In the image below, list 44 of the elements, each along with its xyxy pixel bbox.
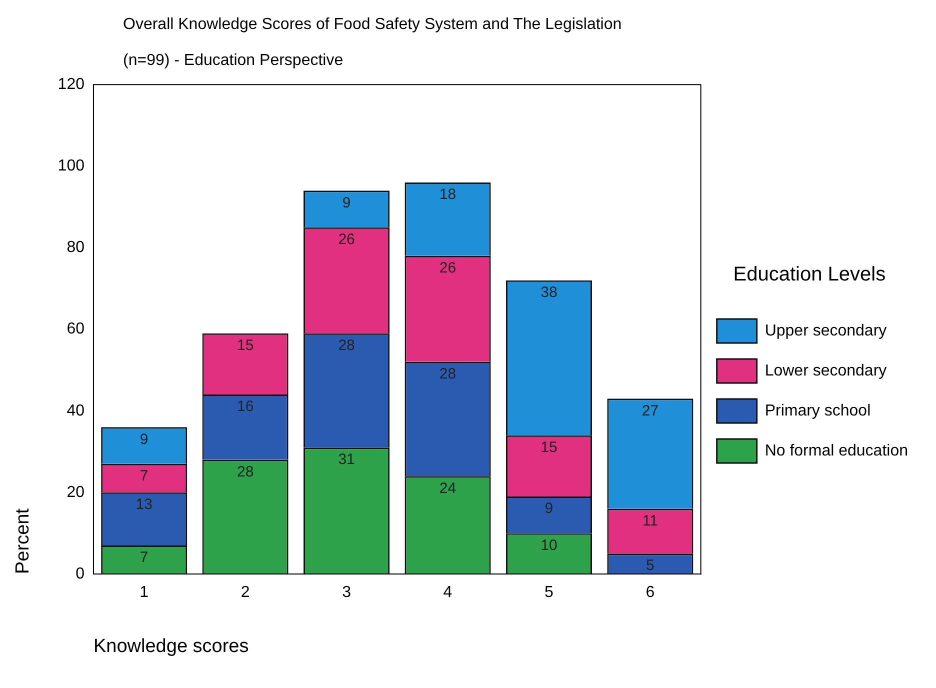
x-tick-label: 6: [646, 584, 655, 602]
data-label: 10: [540, 536, 558, 554]
y-tick-label: 100: [58, 158, 85, 175]
legend-label: Upper secondary: [764, 322, 887, 340]
data-label: 15: [540, 438, 558, 456]
data-label: 28: [338, 337, 355, 354]
y-tick-label: 0: [76, 565, 85, 582]
x-tick-label: 4: [443, 584, 452, 602]
legend-label: Primary school: [764, 402, 871, 420]
y-tick-label: 60: [66, 320, 85, 338]
y-axis-title: Percent: [12, 508, 34, 574]
data-label: 24: [439, 480, 456, 497]
data-label: 28: [439, 366, 456, 383]
chart-title: Overall Knowledge Scores of Food Safety System and The Legislation: [123, 15, 623, 35]
data-label: 5: [646, 557, 654, 574]
data-label: 9: [342, 194, 351, 212]
y-tick-label: 80: [66, 239, 85, 256]
data-label: 7: [140, 549, 148, 566]
x-tick-label: 2: [240, 584, 250, 602]
x-tick-label: 3: [342, 584, 352, 602]
x-tick-label: 1: [140, 584, 149, 602]
chart-subtitle: (n=99) - Education Perspective: [123, 51, 344, 71]
legend-title: Education Levels: [733, 264, 886, 286]
data-label: 11: [642, 512, 658, 530]
y-tick-label: 120: [58, 76, 85, 94]
x-tick-label: 5: [544, 584, 554, 602]
x-axis-title: Knowledge scores: [93, 636, 249, 657]
data-label: 26: [338, 230, 355, 248]
data-label: 16: [236, 398, 254, 416]
data-label: 9: [544, 500, 554, 518]
legend-label: Lower secondary: [764, 362, 887, 380]
y-tick-label: 40: [66, 402, 85, 420]
data-label: 7: [140, 468, 148, 485]
data-label: 38: [540, 284, 558, 301]
data-label: 27: [642, 402, 659, 420]
data-label: 26: [439, 260, 456, 277]
legend-label: No formal education: [764, 442, 908, 460]
data-label: 18: [439, 186, 456, 204]
data-label: 9: [140, 430, 148, 448]
data-label: 28: [236, 463, 254, 480]
y-tick-label: 20: [66, 484, 85, 501]
data-label: 15: [236, 337, 254, 354]
data-label: 31: [338, 451, 355, 468]
data-label: 13: [136, 496, 152, 514]
